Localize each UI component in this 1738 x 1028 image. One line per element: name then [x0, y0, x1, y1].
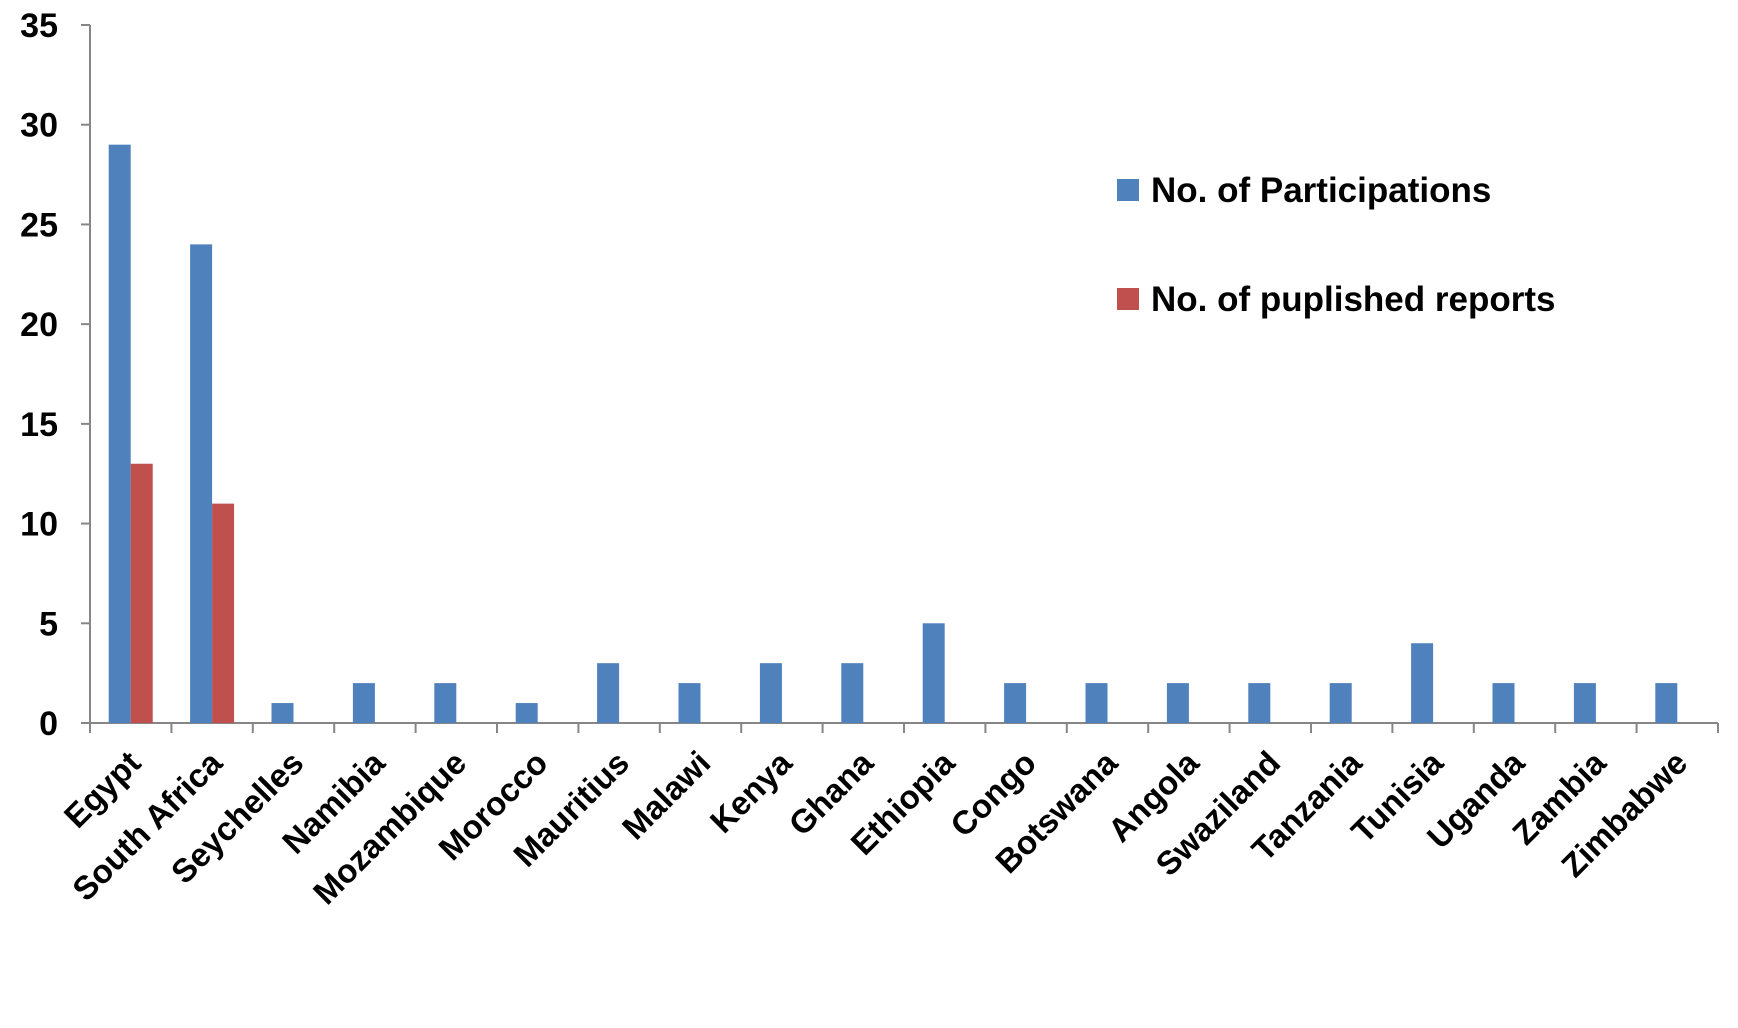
- bar-participations: [1329, 683, 1352, 723]
- bar-participations: [841, 663, 864, 723]
- bar-participations: [759, 663, 782, 723]
- bar-participations: [597, 663, 620, 723]
- bar-participations: [1492, 683, 1515, 723]
- bars: [108, 144, 1678, 723]
- bar-participations: [1411, 643, 1434, 723]
- y-tick-label: 35: [20, 7, 58, 45]
- x-category-label: Malawi: [615, 744, 718, 847]
- bar-participations: [922, 623, 945, 723]
- bar-participations: [352, 683, 375, 723]
- y-tick-label: 0: [39, 705, 58, 743]
- bar-participations: [1655, 683, 1678, 723]
- y-tick-label: 25: [20, 206, 58, 244]
- y-tick-label: 15: [20, 406, 58, 444]
- legend-swatch: [1117, 179, 1139, 201]
- legend: No. of Participations No. of puplished re…: [1117, 171, 1555, 319]
- y-tick-label: 30: [20, 107, 58, 145]
- bar-participations: [678, 683, 701, 723]
- legend-label: No. of puplished reports: [1151, 280, 1555, 319]
- y-tick-label: 20: [20, 306, 58, 344]
- bar-participations: [1166, 683, 1189, 723]
- y-tick-label: 5: [39, 605, 58, 643]
- bar-participations: [190, 244, 213, 723]
- legend-label: No. of Participations: [1151, 171, 1491, 210]
- bar-participations: [1085, 683, 1108, 723]
- axes: [81, 24, 1719, 733]
- legend-swatch: [1117, 288, 1139, 310]
- bar-participations: [1248, 683, 1271, 723]
- x-category-label: Kenya: [703, 743, 800, 840]
- bar-published-reports: [130, 463, 153, 723]
- bar-participations: [1004, 683, 1027, 723]
- bar-participations: [1573, 683, 1596, 723]
- bar-participations: [515, 703, 538, 723]
- y-tick-label: 10: [20, 506, 58, 544]
- bar-published-reports: [212, 503, 235, 723]
- bar-participations: [434, 683, 457, 723]
- bar-participations: [271, 703, 294, 723]
- bar-participations: [108, 144, 131, 723]
